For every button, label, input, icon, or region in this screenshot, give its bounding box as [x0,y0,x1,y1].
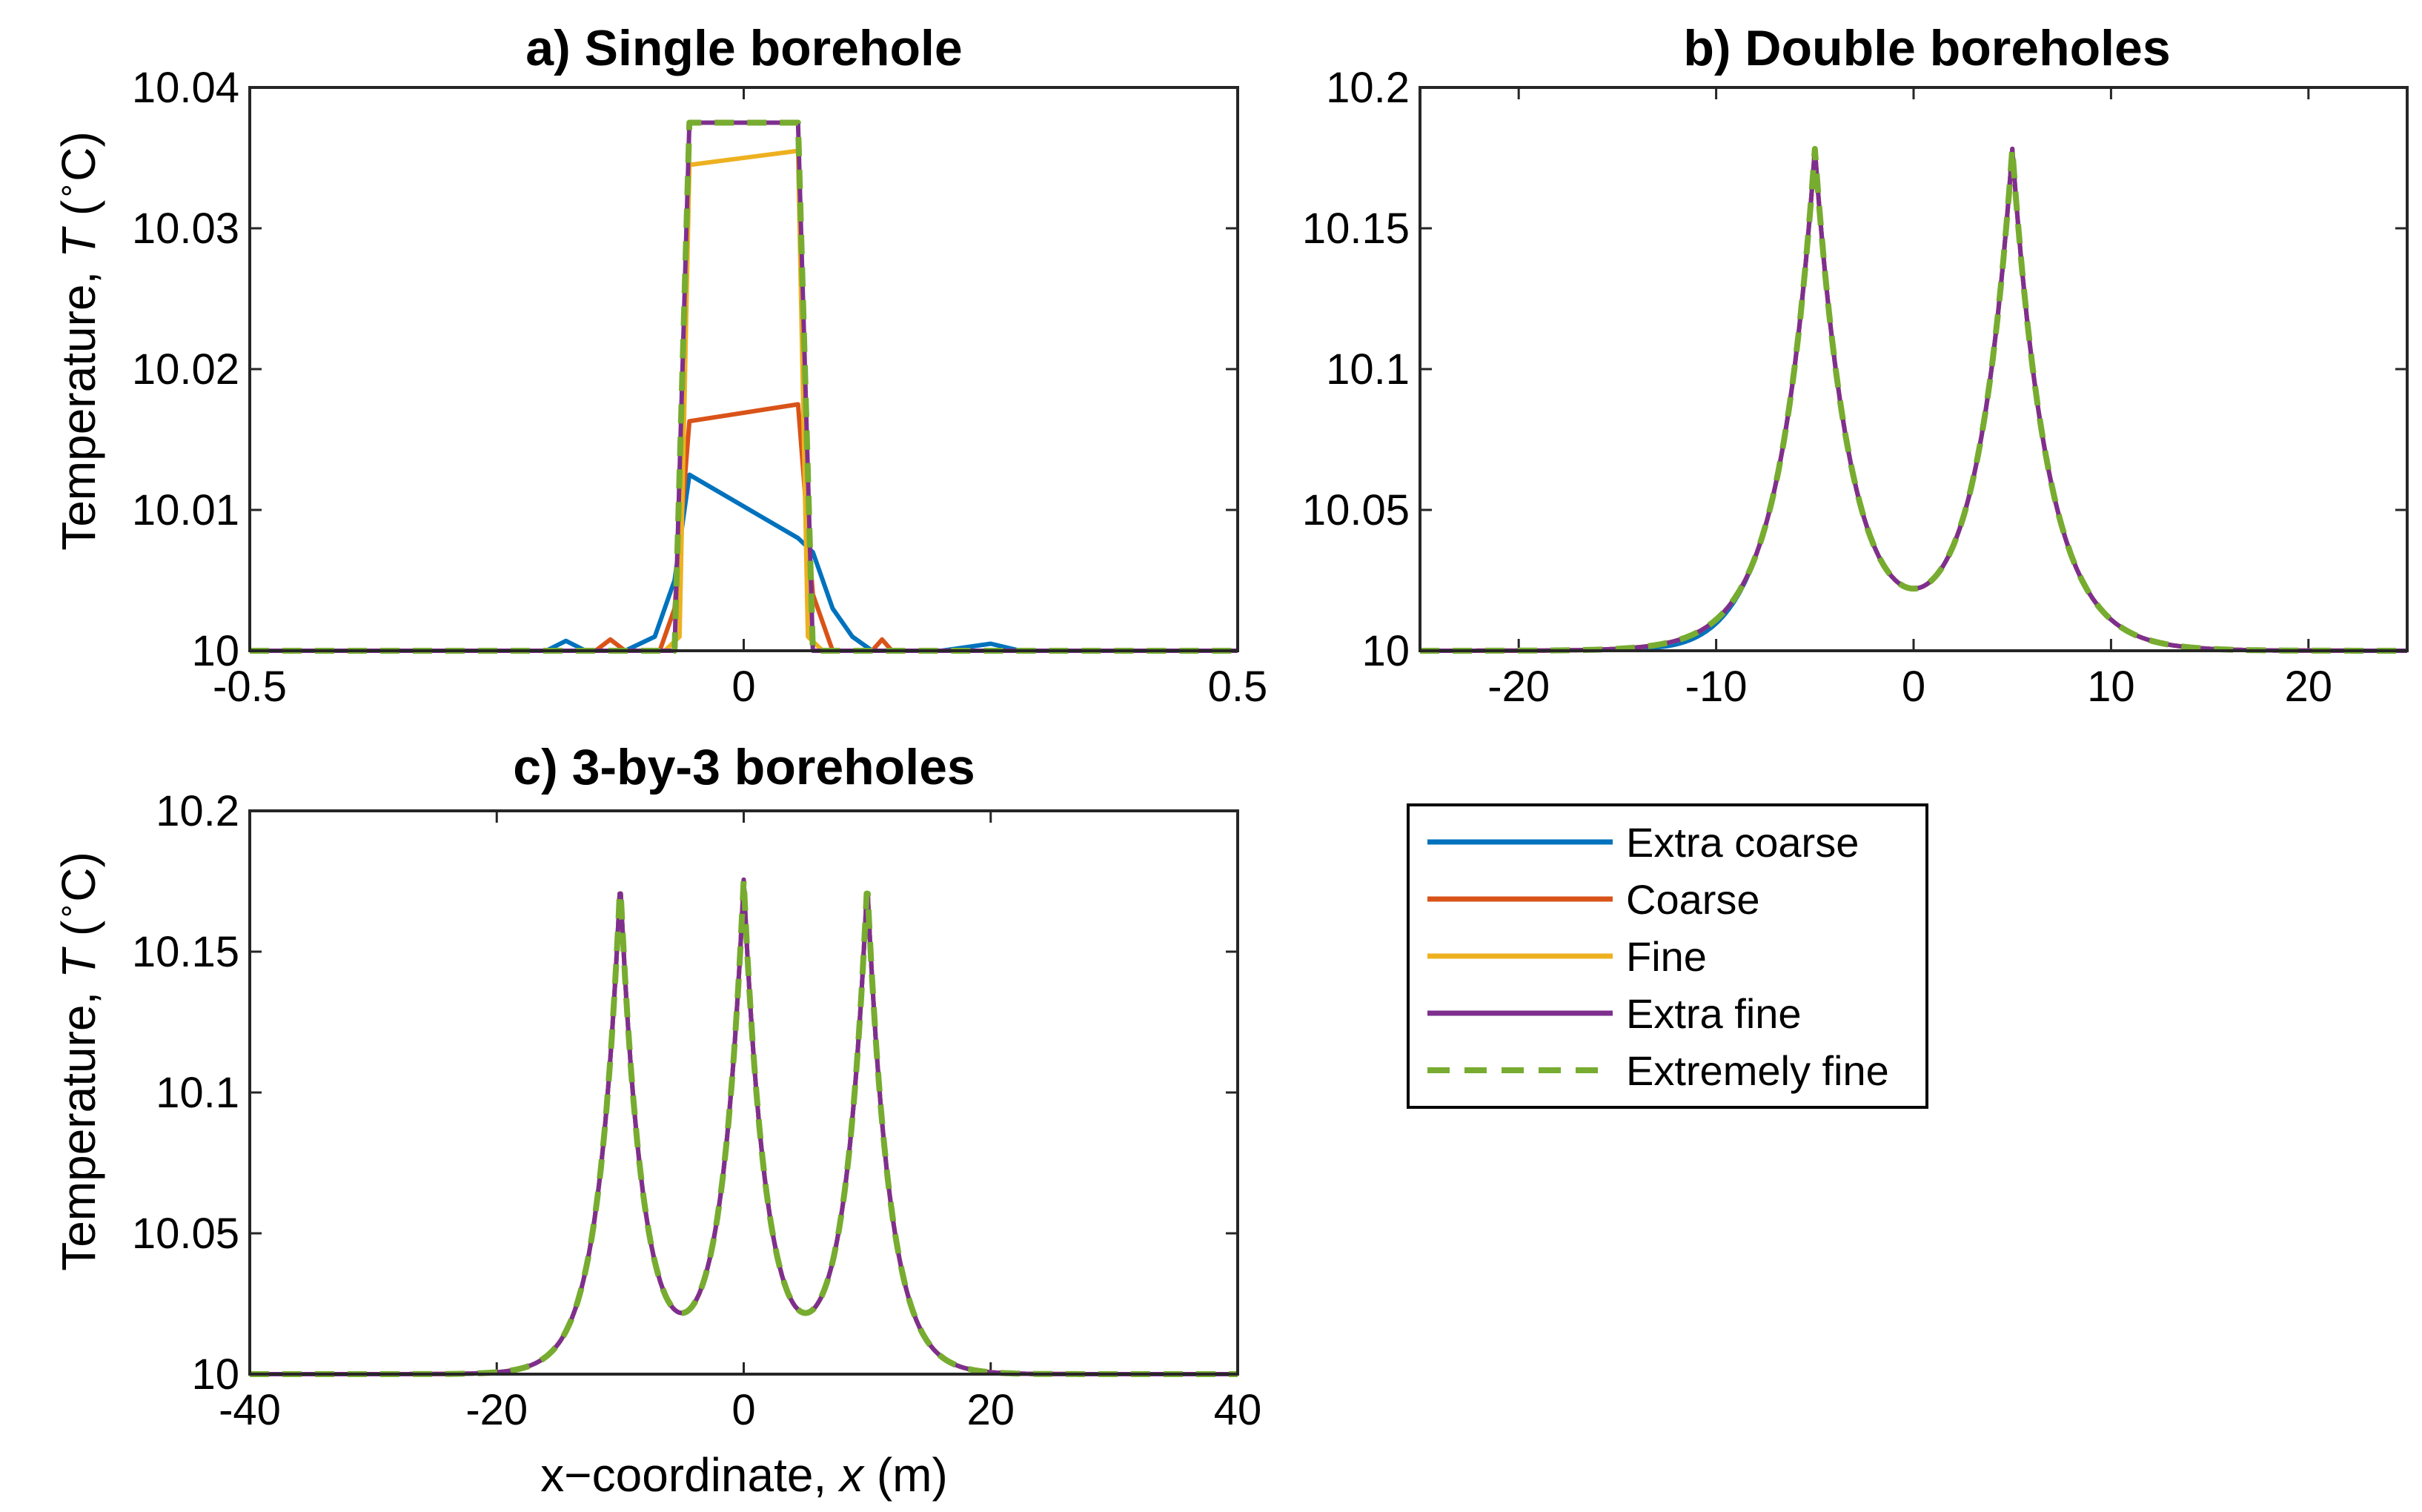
panel-a-series-fine [250,148,1238,653]
panel-b-xtick-label: 0 [1902,663,1925,711]
svg-text:Temperature, T (∘C): Temperature, T (∘C) [50,131,105,551]
panel-b-axes-frame [1419,86,2409,652]
panel-b-xtick-label: 10 [2087,663,2135,711]
panel-a-ytick-label: 10.03 [132,205,239,253]
panel-c-ytick-label: 10.05 [132,1210,239,1258]
panel-c-xtick-label: 40 [1214,1386,1262,1434]
legend-label: Coarse [1626,876,1760,923]
panel-c-ytick-label: 10.15 [132,928,239,976]
panel-a-ylabel: Temperature, T (∘C) [50,131,105,551]
panel-b-ytick-label: 10.05 [1302,486,1410,534]
panel-c-3-by-3-boreholes: c) 3-by-3 boreholes Temperature, T (∘C) … [50,739,1261,1502]
panel-b-xtick-label: 20 [2285,663,2333,711]
legend: Extra coarse Coarse Fine Extra fine Extremel… [1407,803,1928,1109]
svg-text:Temperature, T (∘C): Temperature, T (∘C) [50,852,105,1271]
panel-a-axes-frame [248,86,1239,652]
legend-label: Extra fine [1626,990,1802,1037]
panel-a-ytick-label: 10.01 [132,486,239,534]
panel-a-ytick-label: 10.04 [132,64,239,112]
panel-c-ytick-label: 10.1 [156,1069,239,1117]
panel-b-ytick-label: 10 [1361,627,1410,675]
panel-c-ytick-label: 10 [191,1350,239,1399]
panel-c-xtick-label: 20 [966,1386,1015,1434]
panel-a-xtick-label: 0 [731,663,755,711]
panel-b-xtick-label: -10 [1685,663,1748,711]
panel-a-single-borehole: a) Single borehole Temperature, T (∘C) -… [50,20,1267,711]
panel-a-ytick-label: 10 [191,627,239,675]
panel-c-ylabel: Temperature, T (∘C) [50,852,105,1271]
panel-b-ytick-label: 10.15 [1302,205,1410,253]
panel-c-ytick-label: 10.2 [156,787,239,835]
panel-b-title: b) Double boreholes [1683,20,2170,76]
panel-c-xtick-label: -20 [465,1386,528,1434]
panel-a-ytick-label: 10.02 [132,345,239,394]
panel-b-xtick-label: -20 [1487,663,1550,711]
panel-b-double-boreholes: b) Double boreholes -20 -10 0 10 20 10 10.05 10… [1302,20,2409,711]
legend-label: Extra coarse [1626,819,1859,866]
legend-label: Fine [1626,933,1707,980]
panel-a-xtick-label: -0.5 [213,663,287,711]
panel-c-xtick-label: -40 [219,1386,281,1434]
panel-a-title: a) Single borehole [525,20,962,76]
panel-c-title: c) 3-by-3 boreholes [513,739,975,795]
panel-a-xtick-label: 0.5 [1208,663,1268,711]
panel-c-axes-frame [248,809,1239,1376]
panel-b-ytick-label: 10.1 [1326,345,1410,394]
panel-c-xtick-label: 0 [731,1386,755,1434]
legend-label: Extremely fine [1626,1047,1889,1094]
panel-b-ytick-label: 10.2 [1326,64,1410,112]
panel-c-xlabel: x−coordinate, x (m) [540,1448,948,1502]
panel-a-series-coarse [250,402,1238,653]
